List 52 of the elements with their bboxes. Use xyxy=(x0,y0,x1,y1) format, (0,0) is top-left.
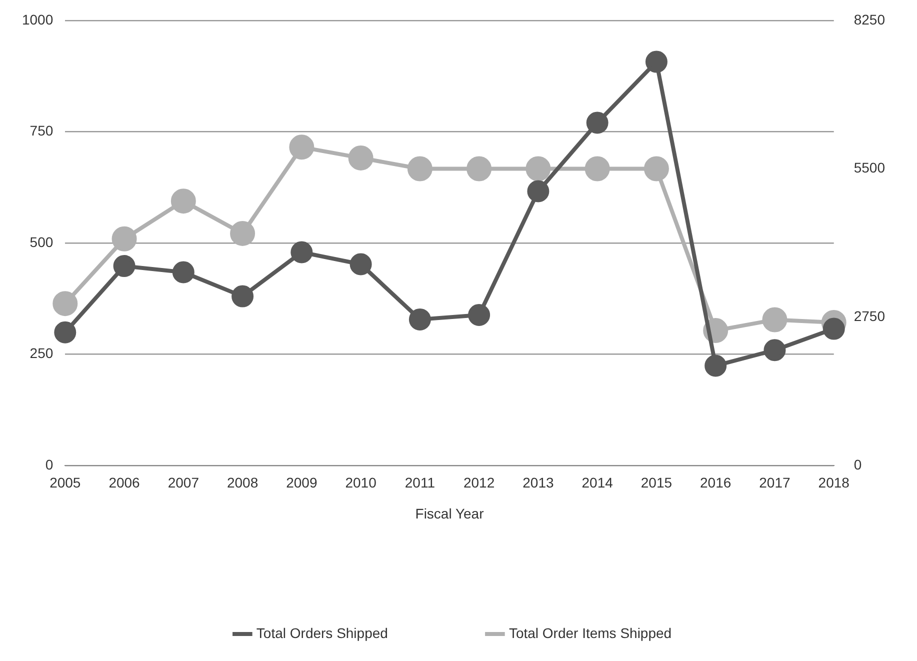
legend-label: Total Order Items Shipped xyxy=(508,624,672,641)
point xyxy=(645,50,668,73)
point xyxy=(348,145,374,170)
y-tick-label: 250 xyxy=(30,345,54,362)
point xyxy=(527,180,550,202)
x-tick-label: 2017 xyxy=(759,474,791,491)
point xyxy=(113,255,136,278)
point xyxy=(644,156,669,182)
point xyxy=(764,339,786,362)
point xyxy=(762,307,788,332)
y2-tick-label: 0 xyxy=(854,456,862,472)
point xyxy=(232,285,254,308)
x-tick-label: 2013 xyxy=(522,474,554,491)
point xyxy=(230,220,256,246)
legend-label: Total Orders Shipped xyxy=(256,624,388,641)
y2-tick-label: 5500 xyxy=(854,160,886,176)
point xyxy=(466,156,492,182)
point xyxy=(54,321,76,344)
point xyxy=(112,226,137,252)
x-tick-label: 2005 xyxy=(50,474,81,491)
x-tick-label: 2015 xyxy=(640,474,672,491)
x-tick-label: 2018 xyxy=(818,474,850,491)
x-tick-label: 2010 xyxy=(345,474,377,491)
y-tick-label: 1000 xyxy=(22,11,54,28)
x-tick-label: 2006 xyxy=(108,474,140,491)
point xyxy=(289,134,314,160)
y-tick-label: 0 xyxy=(45,456,54,472)
point xyxy=(170,188,196,214)
x-axis-title: Fiscal Year xyxy=(415,505,484,522)
point xyxy=(468,304,490,326)
point xyxy=(408,308,431,330)
point xyxy=(822,318,845,340)
point xyxy=(350,253,372,276)
point xyxy=(526,156,551,182)
y2-tick-label: 8250 xyxy=(854,11,886,28)
point xyxy=(172,261,194,284)
point xyxy=(704,354,727,377)
x-tick-label: 2008 xyxy=(226,474,258,491)
point xyxy=(290,241,313,264)
x-tick-label: 2014 xyxy=(582,474,614,491)
x-tick-label: 2012 xyxy=(463,474,495,491)
x-tick-label: 2011 xyxy=(404,474,436,491)
point xyxy=(584,156,610,182)
y-tick-label: 500 xyxy=(30,234,54,250)
y2-tick-label: 2750 xyxy=(854,308,886,324)
x-tick-label: 2007 xyxy=(168,474,200,491)
point xyxy=(586,112,608,134)
x-tick-label: 2016 xyxy=(700,474,732,491)
point xyxy=(52,291,78,316)
x-tick-label: 2009 xyxy=(286,474,318,491)
point xyxy=(407,156,432,182)
y-tick-label: 750 xyxy=(30,122,54,139)
